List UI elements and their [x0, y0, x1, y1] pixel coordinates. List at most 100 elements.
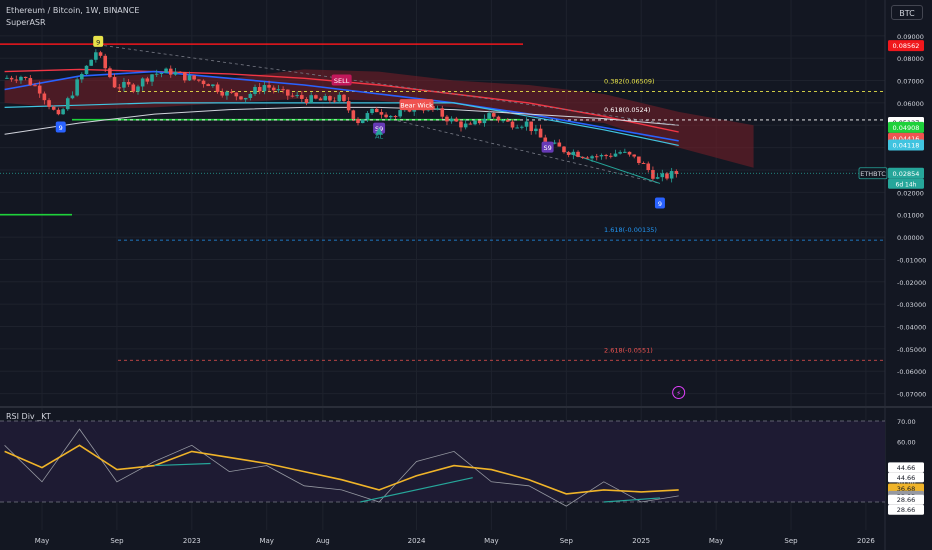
- candle-body: [398, 110, 402, 117]
- price-tick: 0.01000: [897, 212, 924, 220]
- price-tick: 0.09000: [897, 33, 924, 41]
- candle-body: [285, 89, 290, 96]
- x-tick: Sep: [784, 537, 798, 545]
- trendline-lower: [397, 120, 661, 184]
- candle-body: [571, 151, 576, 155]
- countdown-label: 6d 14h: [896, 181, 917, 188]
- candle-body: [543, 137, 548, 145]
- rsi-label: 44.66: [897, 464, 916, 472]
- rsi-label-bg: [888, 504, 924, 515]
- currency-button[interactable]: BTC: [891, 5, 923, 20]
- candle-body: [473, 120, 477, 125]
- candle-body: [449, 118, 454, 122]
- x-tick: 2024: [408, 537, 426, 545]
- x-tick: Sep: [110, 537, 124, 545]
- ichimoku-cloud: [4, 69, 754, 168]
- rsi-label-bg: [888, 462, 924, 473]
- candle-body: [351, 110, 356, 119]
- candle-body: [243, 97, 248, 100]
- candle-body: [585, 157, 590, 159]
- candle-body: [257, 86, 262, 92]
- chart-title: Ethereum / Bitcoin, 1W, BINANCE: [6, 6, 140, 15]
- price-label: 0.08562: [893, 42, 920, 50]
- candle-body: [623, 151, 627, 153]
- candle-body: [590, 156, 594, 159]
- candle-body: [215, 84, 220, 92]
- candle-body: [487, 113, 491, 119]
- x-tick: 2025: [632, 537, 650, 545]
- candle-body: [234, 92, 239, 97]
- divergence-line: [566, 151, 661, 184]
- candle-body: [276, 89, 281, 91]
- rsi-label: 28.66: [897, 496, 916, 504]
- candle-body: [520, 126, 524, 128]
- candle-body: [580, 156, 585, 158]
- price-label-bg: [888, 167, 924, 179]
- candle-body: [187, 75, 192, 81]
- candle-body: [145, 78, 150, 82]
- candle-body: [220, 91, 225, 96]
- candle-body: [646, 163, 651, 171]
- ma-blue: [4, 70, 679, 142]
- rsi-divergence: [603, 497, 660, 503]
- candle-body: [262, 85, 267, 92]
- candle-body: [173, 71, 178, 75]
- candle-body: [346, 101, 351, 111]
- rsi-label: 36.68: [897, 485, 916, 493]
- annotation-arrow: [375, 127, 384, 135]
- price-tick: 0.00000: [897, 234, 924, 242]
- annotation-label: S9: [543, 144, 551, 152]
- candle-body: [9, 77, 14, 80]
- candle-body: [131, 84, 136, 92]
- price-label: 0.02854: [893, 170, 920, 178]
- annotation-marker: [55, 121, 66, 133]
- candle-body: [510, 121, 515, 128]
- candle-body: [655, 177, 660, 179]
- ma-cyan: [4, 102, 679, 146]
- candle-body: [304, 98, 309, 104]
- candle-body: [206, 84, 211, 87]
- candle-body: [674, 171, 679, 175]
- candle-body: [295, 95, 299, 97]
- candle-body: [651, 170, 655, 179]
- candle-body: [477, 120, 482, 124]
- candle-body: [183, 72, 187, 81]
- price-tick: 0.02000: [897, 189, 924, 197]
- annotation-marker: [541, 141, 554, 153]
- candle-body: [33, 85, 37, 87]
- candle-body: [618, 152, 622, 154]
- candle-body: [459, 121, 463, 128]
- price-label-bg: [888, 121, 924, 133]
- candle-body: [463, 123, 468, 128]
- candle-body: [23, 76, 28, 79]
- rsi-band: [0, 421, 885, 502]
- rsi-divergence: [154, 462, 211, 467]
- price-tick: 0.07000: [897, 78, 924, 86]
- candle-body: [192, 75, 196, 80]
- candle-body: [159, 73, 164, 75]
- fib-label: 1.618(-0.00135): [604, 226, 657, 234]
- x-tick: 2026: [857, 537, 875, 545]
- annotation-label: SELL: [334, 77, 350, 85]
- annotation-marker: [399, 99, 434, 111]
- candle-body: [332, 100, 337, 102]
- candle-body: [300, 95, 304, 99]
- candle-body: [281, 89, 285, 91]
- candle-body: [84, 65, 89, 75]
- candle-body: [314, 95, 318, 99]
- candle-body: [562, 146, 566, 153]
- candle-body: [14, 79, 19, 81]
- candle-body: [637, 156, 641, 163]
- candle-body: [482, 118, 487, 124]
- candle-body: [290, 95, 295, 97]
- candle-body: [56, 109, 61, 115]
- price-label-bg: [888, 40, 924, 52]
- candle-body: [154, 73, 159, 75]
- candle-body: [576, 151, 580, 157]
- candle-body: [267, 85, 271, 88]
- indicator-name: SuperASR: [6, 18, 46, 27]
- lightning-icon: [672, 385, 686, 399]
- candle-body: [103, 55, 108, 69]
- candle-body: [552, 142, 557, 144]
